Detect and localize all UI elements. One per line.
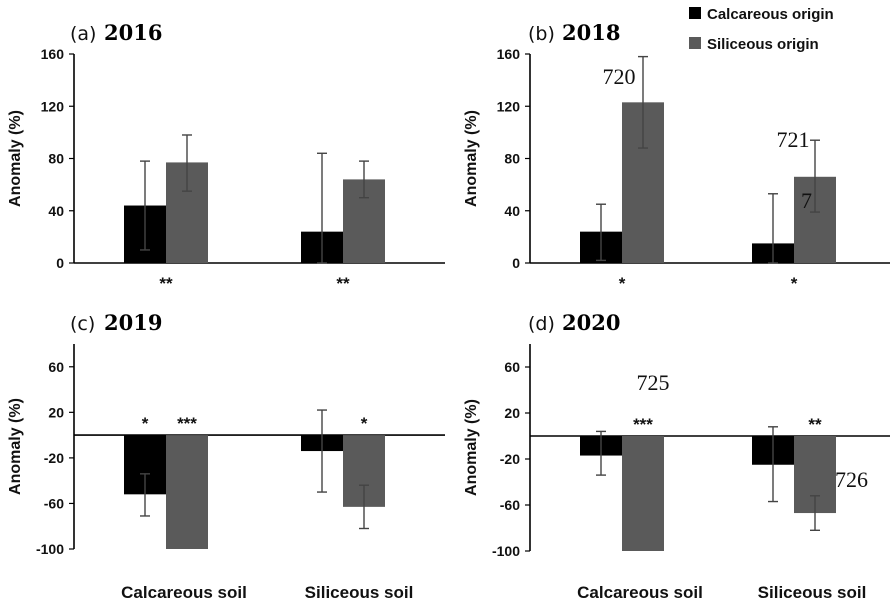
y-axis-label: Anomaly (%) <box>463 110 480 207</box>
panel-2016: (a) 2016 0 40 80 120 160 Anomaly (%) ** ** <box>7 20 445 293</box>
bar-siliceous-origin-0 <box>622 436 664 551</box>
x-category-left-panel-calcareous: Calcareous soil <box>121 583 247 602</box>
significance-mark: * <box>791 274 798 293</box>
panel-title: 2018 <box>562 20 620 45</box>
x-category-left-panel-siliceous: Siliceous soil <box>305 583 414 602</box>
legend-label-calcareous: Calcareous origin <box>707 6 834 23</box>
significance-mark: *** <box>633 415 653 434</box>
y-tick-label: -20 <box>500 451 520 467</box>
y-axis-label: Anomaly (%) <box>7 110 24 207</box>
y-axis-label: Anomaly (%) <box>463 399 480 496</box>
significance-mark: * <box>142 414 149 433</box>
y-tick-label: -20 <box>44 450 64 466</box>
legend-swatch-calcareous <box>689 7 701 19</box>
y-tick-label: -60 <box>500 497 520 513</box>
y-tick-label: 120 <box>41 98 65 114</box>
y-tick-label: -100 <box>36 541 64 557</box>
x-category-right-panel-calcareous: Calcareous soil <box>577 583 703 602</box>
y-tick-label: -100 <box>492 543 520 559</box>
panel-2018: (b) 2018 0 40 80 120 160 Anomaly (%) * * 720 721 7 <box>463 20 890 293</box>
legend: Calcareous origin Siliceous origin <box>689 6 834 53</box>
figure-annotation: 720 <box>603 64 636 89</box>
panel-label: (a) <box>70 23 96 45</box>
y-tick-label: 60 <box>504 359 520 375</box>
y-tick-label: -60 <box>44 495 64 511</box>
significance-mark: ** <box>336 274 350 293</box>
significance-mark: ** <box>808 415 822 434</box>
significance-mark: ** <box>159 274 173 293</box>
legend-swatch-siliceous <box>689 37 701 49</box>
panel-label: (b) <box>528 23 555 45</box>
significance-mark: * <box>361 414 368 433</box>
y-tick-label: 80 <box>504 151 520 167</box>
panel-label: (d) <box>528 313 555 335</box>
panel-title: 2016 <box>104 20 162 45</box>
panel-title: 2020 <box>562 310 620 335</box>
panel-label: (c) <box>70 313 95 335</box>
y-tick-label: 160 <box>41 46 65 62</box>
y-tick-label: 80 <box>48 151 64 167</box>
panel-title: 2019 <box>104 310 162 335</box>
figure-annotation: 721 <box>777 127 810 152</box>
y-tick-label: 40 <box>48 203 64 219</box>
bar-siliceous-origin-0 <box>166 435 208 549</box>
significance-mark: *** <box>177 414 197 433</box>
y-tick-label: 160 <box>497 46 521 62</box>
legend-label-siliceous: Siliceous origin <box>707 36 819 53</box>
y-tick-label: 0 <box>512 255 520 271</box>
y-tick-label: 0 <box>56 255 64 271</box>
y-tick-label: 120 <box>497 98 521 114</box>
figure-annotation: 7 <box>801 188 812 213</box>
y-tick-label: 20 <box>504 405 520 421</box>
y-tick-label: 20 <box>48 404 64 420</box>
y-axis-label: Anomaly (%) <box>7 398 24 495</box>
y-tick-label: 60 <box>48 359 64 375</box>
x-category-labels: Calcareous soil Siliceous soil Calcareou… <box>121 583 866 602</box>
figure-annotation: 726 <box>835 467 868 492</box>
x-category-right-panel-siliceous: Siliceous soil <box>758 583 867 602</box>
figure-annotation: 725 <box>637 370 670 395</box>
significance-mark: * <box>619 274 626 293</box>
y-tick-label: 40 <box>504 203 520 219</box>
